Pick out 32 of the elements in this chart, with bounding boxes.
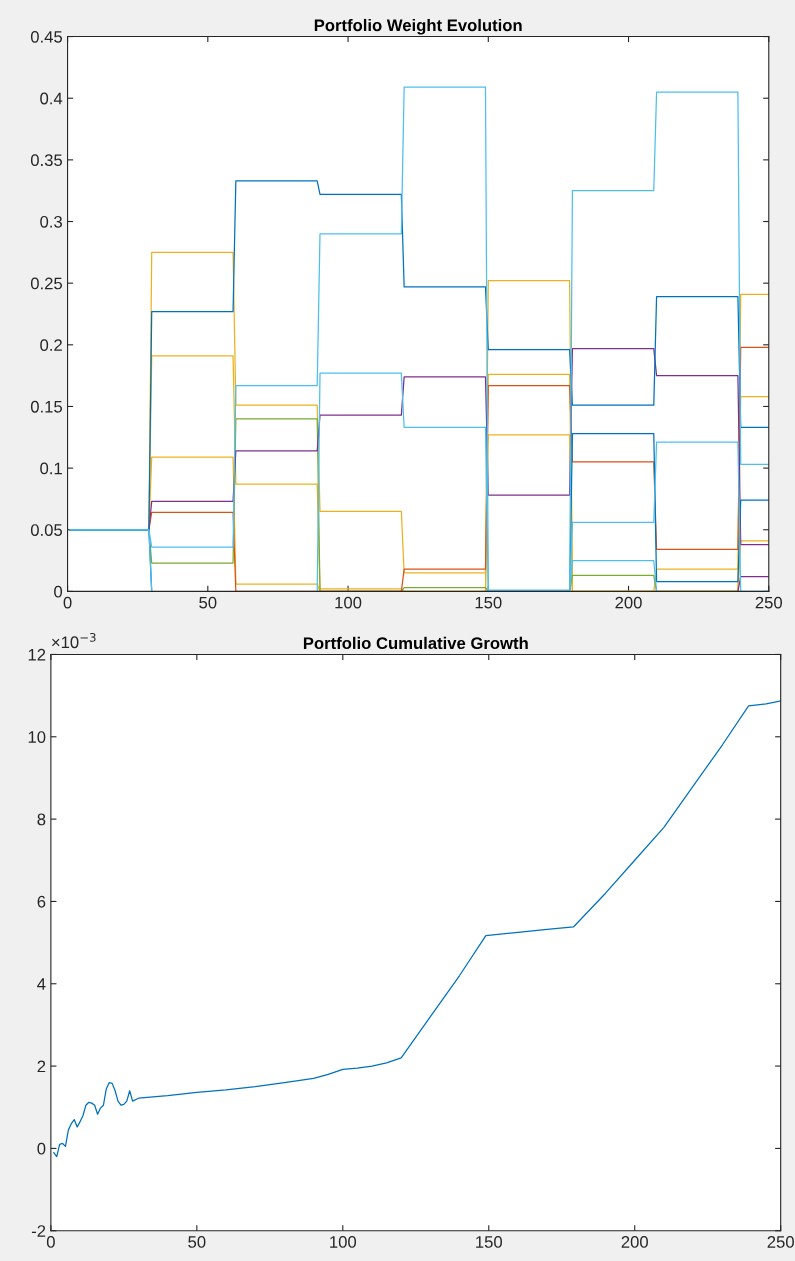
x-tick-label: 50 <box>188 1236 206 1248</box>
x-tick-label: 150 <box>476 1236 503 1248</box>
y-tick-label: 0.2 <box>40 339 62 352</box>
y-tick-label: 12 <box>28 648 46 661</box>
x-tick-label: 100 <box>330 1236 357 1248</box>
y-tick-label: 0.45 <box>30 30 63 43</box>
chart-title: Portfolio Cumulative Growth <box>303 636 528 650</box>
y-tick-label: 0.1 <box>40 462 62 475</box>
x-tick-label: 200 <box>615 596 642 609</box>
x-tick-label: 0 <box>63 596 72 609</box>
y-tick-label: 0.05 <box>30 524 63 536</box>
y-tick-label: 0.4 <box>40 92 63 105</box>
x-tick-label: 250 <box>767 1236 794 1248</box>
y-tick-label: 4 <box>37 978 46 990</box>
x-tick-label: 150 <box>475 596 502 609</box>
x-tick-label: 250 <box>755 596 783 609</box>
text: ×10$^{−3}$ <box>52 632 96 649</box>
y-tick-label: 0.25 <box>30 277 63 290</box>
y-tick-label: 0.15 <box>30 400 63 413</box>
x-tick-label: 50 <box>199 596 217 609</box>
y-tick-label: 2 <box>37 1060 46 1073</box>
y-tick-label: 0.35 <box>30 154 63 167</box>
x-tick-label: 200 <box>621 1236 648 1248</box>
y-tick-label: 0 <box>54 585 63 598</box>
y-tick-label: 10 <box>28 731 46 743</box>
y-tick-label: 0.3 <box>40 215 62 228</box>
y-tick-label: -2 <box>31 1225 46 1237</box>
x-tick-label: 100 <box>335 596 362 609</box>
y-tick-label: 8 <box>37 813 46 826</box>
chart-title: Portfolio Weight Evolution <box>314 18 522 35</box>
y-tick-label: 0 <box>37 1142 46 1155</box>
y-tick-label: 6 <box>37 895 46 908</box>
